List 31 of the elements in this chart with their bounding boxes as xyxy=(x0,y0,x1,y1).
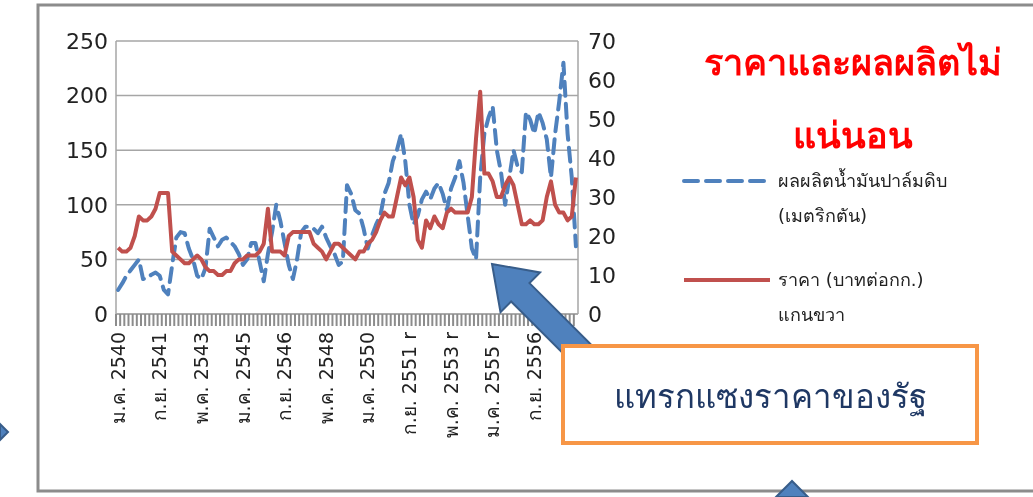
y2-tick-label: 30 xyxy=(588,184,616,210)
x-tick-label: ม.ค. 2550 xyxy=(356,332,379,425)
y-tick-label: 250 xyxy=(66,28,108,54)
text: แทรกแซงราคาของรัฐ xyxy=(613,376,927,417)
y2-tick-label: 10 xyxy=(588,262,616,288)
y-tick-label: 200 xyxy=(66,83,108,109)
legend-label: ราคา (บาทต่อกก.) แกนขวา xyxy=(778,269,924,325)
line-series xyxy=(116,60,578,297)
legend-label: ผลผลิตน้ำมันปาล์มดิบ (เมตริกตัน) xyxy=(778,168,947,226)
y2-tick-label: 70 xyxy=(588,28,616,54)
line-series xyxy=(116,89,578,277)
y2-tick-label: 60 xyxy=(588,67,616,93)
text: ราคาและผลผลิตไม่แน่นอน xyxy=(704,40,1002,156)
y-tick-label: 0 xyxy=(94,301,108,327)
x-tick-label: ม.ค. 2540 xyxy=(106,332,129,425)
y-tick-label: 50 xyxy=(80,247,108,273)
y-tick-label: 100 xyxy=(66,192,108,218)
y2-tick-label: 40 xyxy=(588,145,616,171)
x-tick-label: ก.ย. 2551 r xyxy=(398,331,421,436)
y2-tick-label: 50 xyxy=(588,106,616,132)
x-tick-label: ก.ย. 2556 xyxy=(522,332,545,422)
y2-tick-label: 0 xyxy=(588,301,602,327)
y-tick-label: 150 xyxy=(66,137,108,163)
x-tick-label: พ.ค. 2548 xyxy=(314,332,337,425)
y2-tick-label: 20 xyxy=(588,223,616,249)
x-tick-label: พ.ค. 2553 r xyxy=(439,331,462,439)
x-tick-label: ม.ค. 2545 xyxy=(231,332,254,425)
x-tick-label: ม.ค. 2555 r xyxy=(481,331,504,439)
x-tick-label: ก.ย. 2546 xyxy=(273,332,296,422)
x-tick-label: พ.ค. 2543 xyxy=(189,332,212,425)
x-tick-label: ก.ย. 2541 xyxy=(148,332,171,422)
